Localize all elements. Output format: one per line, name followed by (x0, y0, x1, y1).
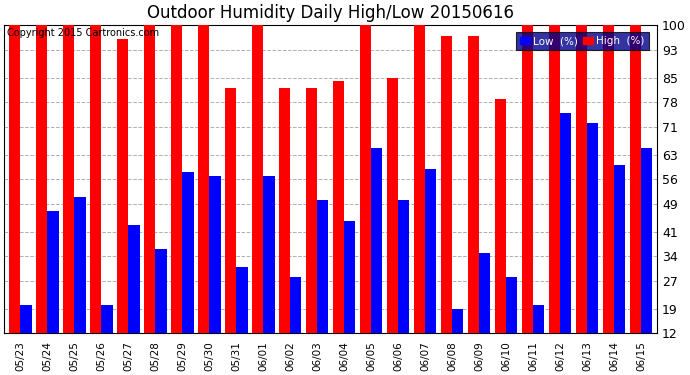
Bar (9, 25, 21, 375)
Bar (629, 25, 641, 375)
Bar (441, 36, 452, 375)
Bar (252, 25, 263, 375)
Bar (209, 176, 221, 375)
Bar (317, 200, 328, 375)
Bar (452, 309, 464, 375)
Title: Outdoor Humidity Daily High/Low 20150616: Outdoor Humidity Daily High/Low 20150616 (147, 4, 514, 22)
Bar (468, 36, 479, 375)
Bar (48, 211, 59, 375)
Bar (641, 148, 652, 375)
Legend: Low  (%), High  (%): Low (%), High (%) (516, 32, 649, 50)
Bar (101, 305, 112, 375)
Bar (171, 25, 182, 375)
Bar (549, 25, 560, 375)
Bar (359, 25, 371, 375)
Bar (425, 169, 436, 375)
Bar (344, 221, 355, 375)
Bar (587, 123, 598, 375)
Bar (602, 25, 614, 375)
Bar (333, 81, 344, 375)
Bar (198, 25, 209, 375)
Bar (263, 176, 275, 375)
Bar (236, 267, 248, 375)
Bar (614, 165, 625, 375)
Bar (117, 39, 128, 375)
Bar (387, 78, 398, 375)
Bar (155, 249, 166, 375)
Bar (90, 25, 101, 375)
Bar (225, 88, 236, 375)
Bar (414, 25, 425, 375)
Bar (495, 99, 506, 375)
Text: Copyright 2015 Cartronics.com: Copyright 2015 Cartronics.com (8, 28, 159, 38)
Bar (279, 88, 290, 375)
Bar (75, 197, 86, 375)
Bar (479, 253, 491, 375)
Bar (36, 25, 48, 375)
Bar (21, 305, 32, 375)
Bar (128, 225, 139, 375)
Bar (182, 172, 194, 375)
Bar (575, 25, 587, 375)
Bar (144, 25, 155, 375)
Bar (63, 25, 75, 375)
Bar (522, 25, 533, 375)
Bar (533, 305, 544, 375)
Bar (560, 112, 571, 375)
Bar (371, 148, 382, 375)
Bar (290, 277, 302, 375)
Bar (398, 200, 409, 375)
Bar (306, 88, 317, 375)
Bar (506, 277, 518, 375)
